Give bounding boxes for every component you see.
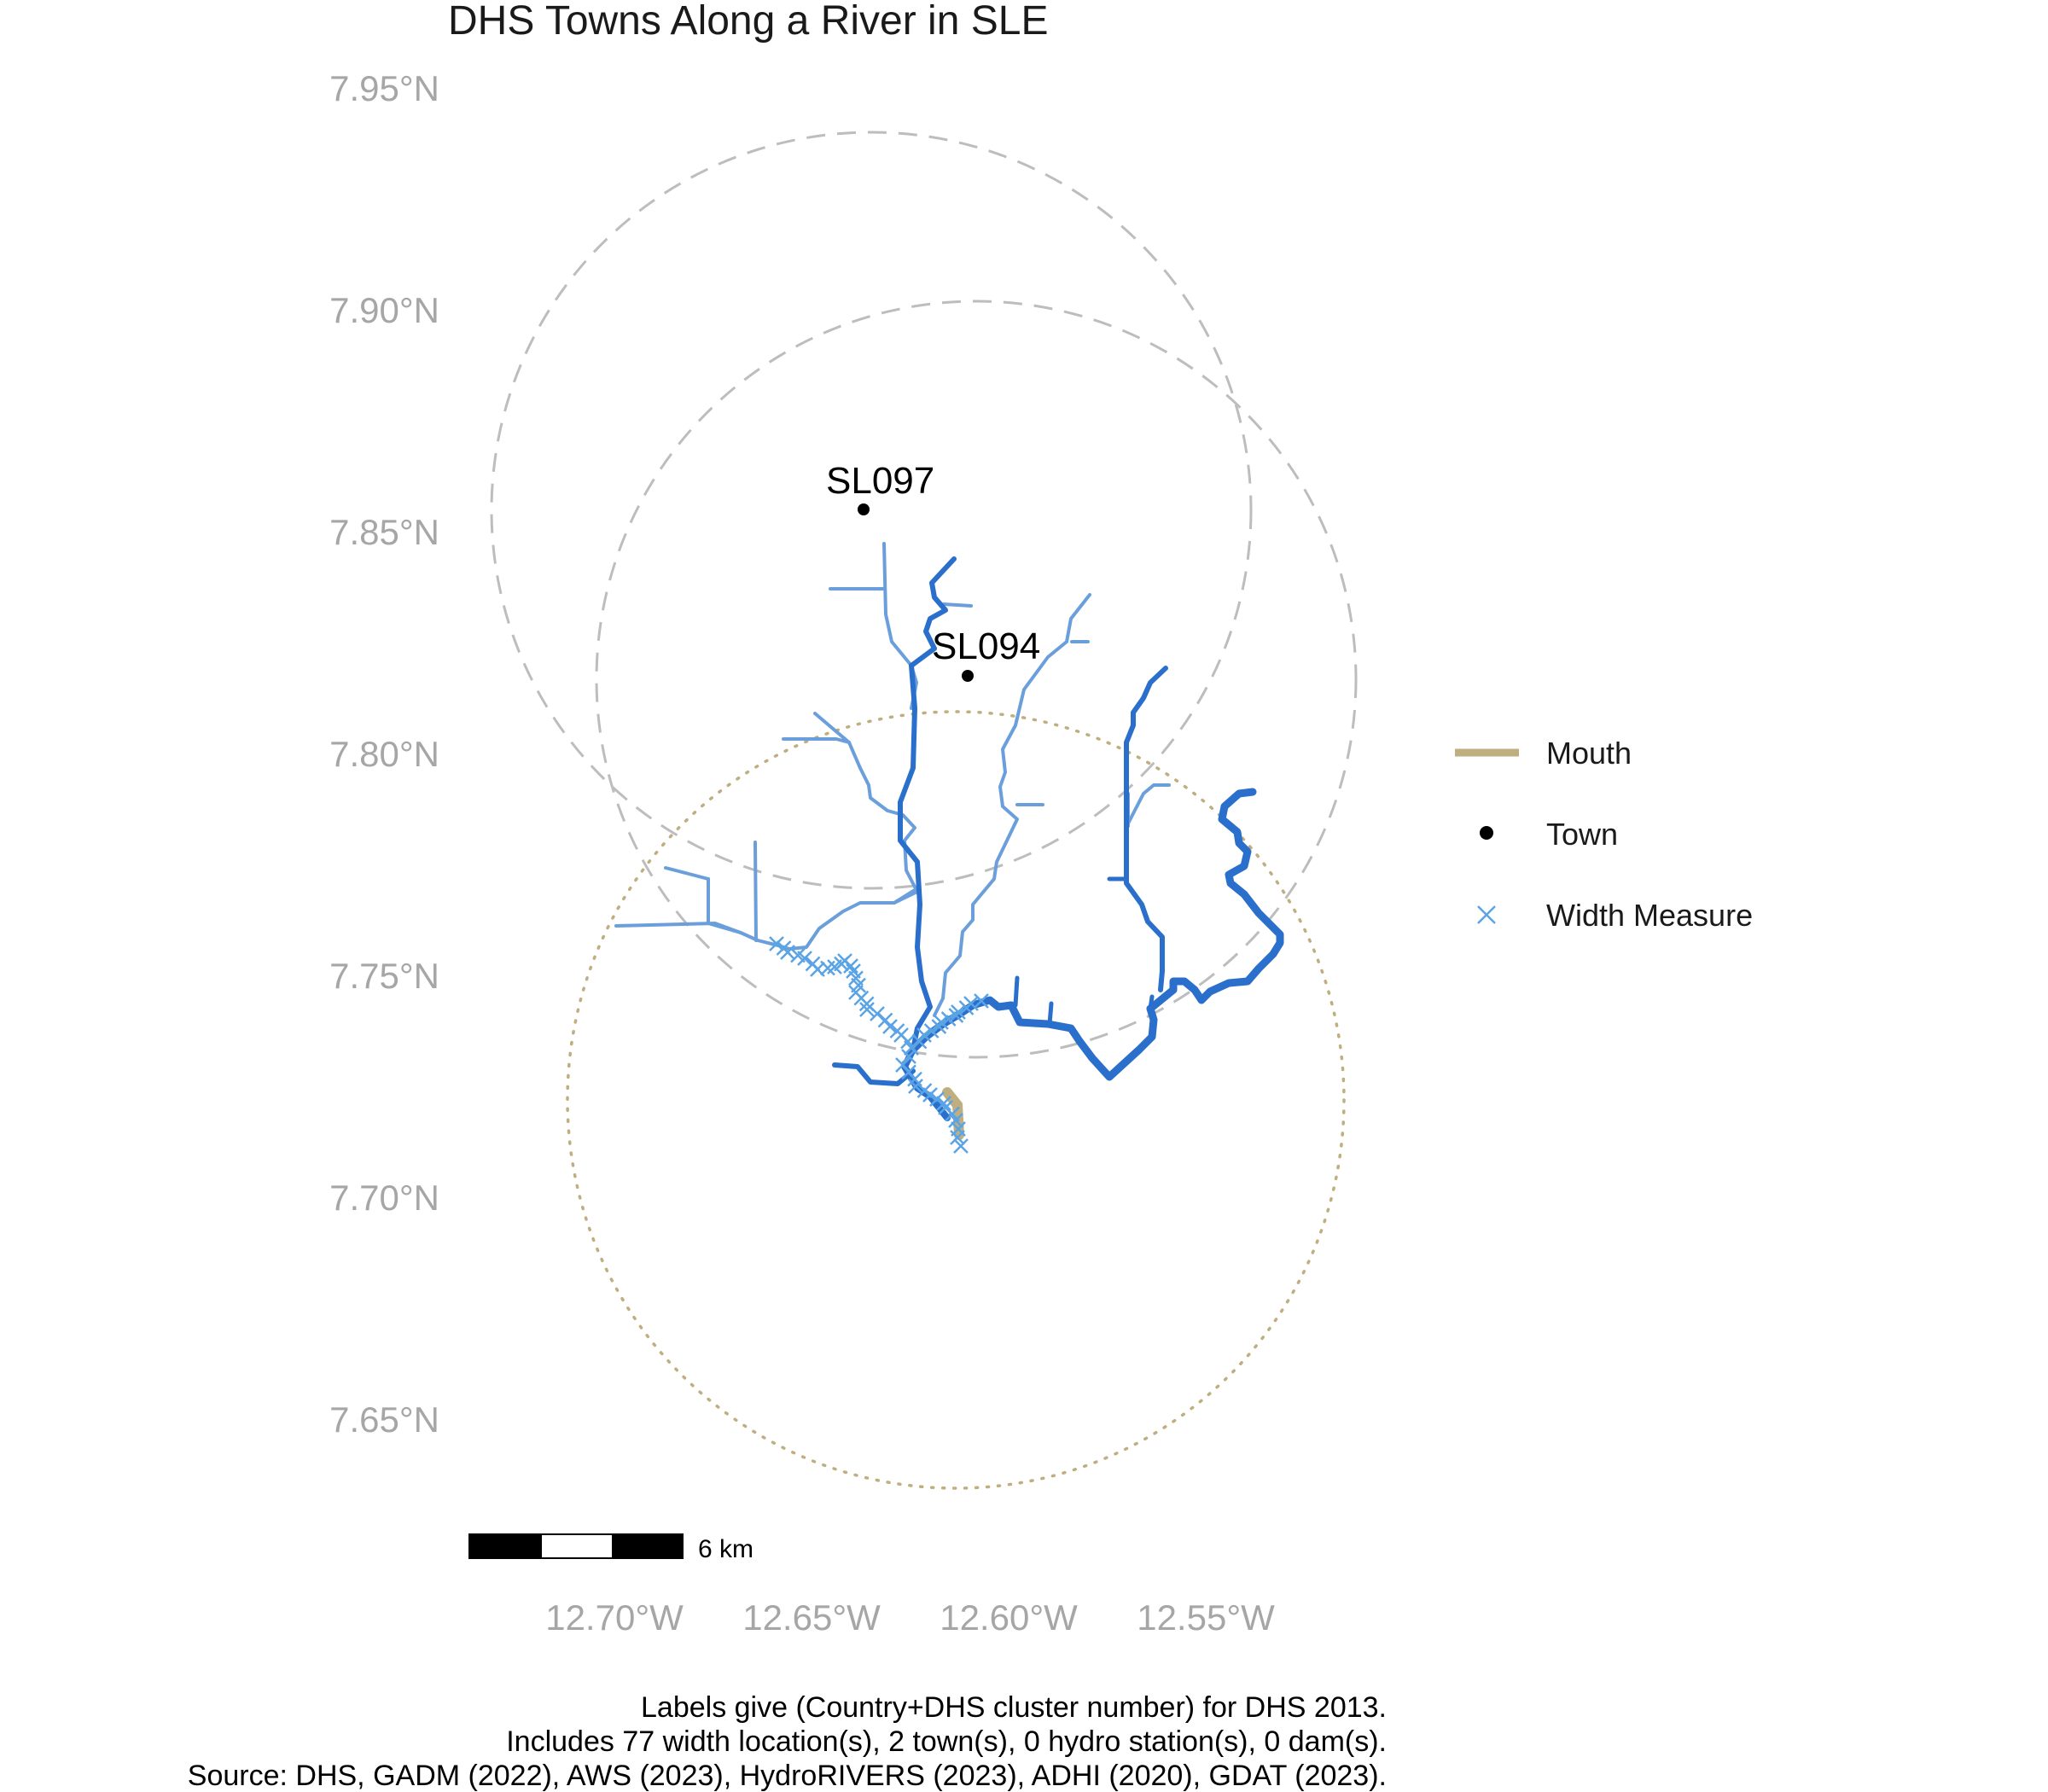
- width-measure-mark: [922, 1087, 938, 1103]
- main-river: [832, 556, 1284, 1121]
- width-measure-mark: [769, 936, 784, 951]
- scale-bar-label: 6 km: [698, 1535, 753, 1563]
- tributary: [753, 841, 758, 942]
- river-channel: [1124, 666, 1168, 992]
- lon-axis: 12.70°W 12.65°W 12.60°W 12.55°W: [545, 1597, 1275, 1638]
- lat-tick-label: 7.65°N: [329, 1399, 439, 1440]
- town-point: [858, 503, 870, 515]
- lat-axis: 7.95°N 7.90°N 7.85°N 7.80°N 7.75°N 7.70°…: [329, 68, 439, 1440]
- width-measure-mark: [916, 1027, 932, 1043]
- tributary: [933, 593, 1091, 1017]
- river-channel: [898, 663, 933, 1052]
- caption-line: Labels give (Country+DHS cluster number)…: [641, 1691, 1387, 1724]
- town-buffer-circle: [595, 300, 1358, 1059]
- width-measure-mark: [859, 1002, 875, 1017]
- width-measure-mark: [953, 1138, 969, 1154]
- tributary: [1126, 783, 1171, 825]
- width-measure-mark: [908, 1079, 923, 1094]
- lat-tick-label: 7.95°N: [329, 68, 439, 108]
- lon-tick-label: 12.55°W: [1137, 1597, 1275, 1638]
- width-measure-mark: [940, 1011, 957, 1027]
- lon-tick-label: 12.60°W: [940, 1597, 1078, 1638]
- captions: Labels give (Country+DHS cluster number)…: [188, 1691, 1387, 1792]
- lat-tick-label: 7.85°N: [329, 512, 439, 552]
- tributary: [893, 888, 919, 905]
- minor-tributaries: [614, 542, 1171, 1017]
- width-measure-mark: [951, 1004, 966, 1020]
- width-measure-mark: [936, 1096, 951, 1111]
- lon-tick-label: 12.65°W: [742, 1597, 881, 1638]
- town-label: SL094: [932, 625, 1040, 667]
- lat-tick-label: 7.75°N: [329, 956, 439, 996]
- towns: SL097 SL094: [826, 460, 1040, 682]
- width-measure-mark: [797, 951, 812, 966]
- cross-icon: [1477, 905, 1496, 924]
- width-measure-mark: [901, 1049, 916, 1064]
- width-measures: [769, 936, 989, 1154]
- legend-label: Town: [1546, 817, 1618, 852]
- legend-label: Mouth: [1546, 736, 1632, 771]
- width-measure-mark: [904, 1040, 919, 1056]
- river-channel: [1047, 1001, 1054, 1027]
- river-channel: [1013, 975, 1020, 1008]
- legend-label: Width Measure: [1546, 898, 1753, 933]
- lon-tick-label: 12.70°W: [545, 1597, 684, 1638]
- river-channel: [909, 556, 957, 668]
- tributary: [813, 712, 916, 842]
- tributary: [942, 602, 973, 608]
- tributary: [664, 866, 710, 881]
- width-measure-mark: [882, 1019, 898, 1034]
- lat-tick-label: 7.90°N: [329, 290, 439, 330]
- width-measure-mark: [934, 1015, 949, 1030]
- width-measure-mark: [931, 1019, 947, 1034]
- width-measure-mark: [843, 958, 858, 974]
- width-measure-mark: [974, 993, 989, 1009]
- width-measure-mark: [780, 945, 795, 960]
- town-label: SL097: [826, 460, 934, 502]
- tributary: [782, 737, 851, 744]
- caption-line: Includes 77 width location(s), 2 town(s)…: [506, 1725, 1387, 1758]
- width-measure-mark: [950, 1130, 965, 1145]
- town-buffer-circle: [490, 131, 1253, 890]
- legend: Mouth Town Width Measure: [1455, 736, 1753, 933]
- width-measure-mark: [870, 1006, 885, 1021]
- buffer-circles: [490, 131, 1358, 1490]
- tributary: [707, 877, 742, 934]
- river-channel: [1148, 994, 1155, 1011]
- river-channel: [909, 788, 1284, 1081]
- dot-icon: [1480, 826, 1493, 840]
- caption-line: Source: DHS, GADM (2022), AWS (2023), Hy…: [188, 1760, 1387, 1792]
- mouth-buffer-circle: [566, 710, 1346, 1490]
- town-point: [962, 670, 974, 682]
- scale-bar: 6 km: [468, 1533, 753, 1563]
- lat-tick-label: 7.80°N: [329, 734, 439, 774]
- lat-tick-label: 7.70°N: [329, 1178, 439, 1218]
- width-measure-mark: [948, 1113, 963, 1128]
- tributary: [777, 839, 919, 951]
- map-title: DHS Towns Along a River in SLE: [448, 0, 1048, 44]
